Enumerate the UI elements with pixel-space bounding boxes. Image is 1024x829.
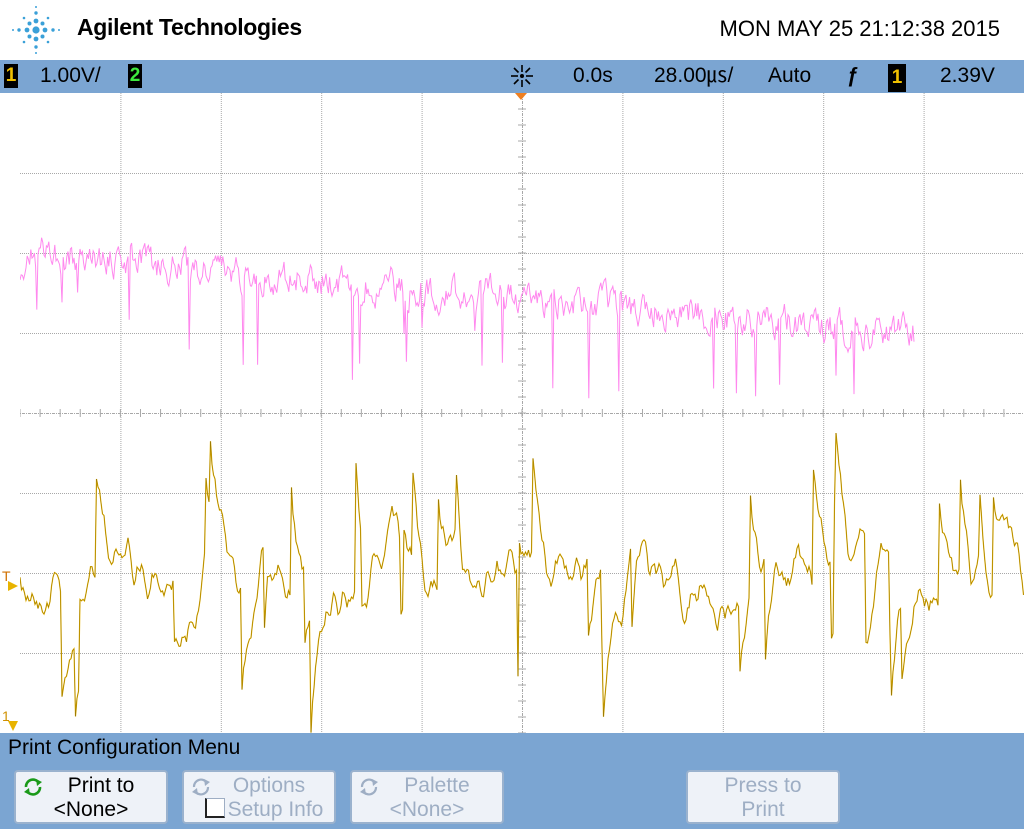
print-to-softkey[interactable]: Print to <None> xyxy=(14,770,168,824)
channel-1-trace-shadow xyxy=(20,432,1024,733)
brand-name: Agilent Technologies xyxy=(77,14,302,40)
print-to-value: <None> xyxy=(53,798,129,821)
channel-2-indicator[interactable]: 2 xyxy=(128,64,142,88)
agilent-spark-icon xyxy=(12,6,60,54)
trigger-source-indicator: 1 xyxy=(888,64,906,92)
menu-title: Print Configuration Menu xyxy=(8,736,241,759)
rising-edge-icon: ƒ xyxy=(847,64,859,87)
timebase-scale: 28.00㎲/ xyxy=(654,64,734,87)
checkbox-icon[interactable] xyxy=(204,798,225,818)
setup-info-label: Setup Info xyxy=(227,798,324,821)
press-to-print-softkey[interactable]: Press to Print xyxy=(686,770,840,824)
palette-softkey[interactable]: Palette <None> xyxy=(350,770,504,824)
channel-markers: T 1 xyxy=(0,93,20,733)
channel-1-scale: 1.00V/ xyxy=(40,64,101,87)
channel-1-indicator[interactable]: 1 xyxy=(4,64,18,88)
press-to-print-label-2: Print xyxy=(741,798,785,821)
press-to-print-label: Press to xyxy=(724,774,802,797)
acquisition-run-icon xyxy=(511,65,533,87)
print-to-label: Print to xyxy=(67,774,135,797)
palette-value: <None> xyxy=(389,798,465,821)
title-bar: Agilent Technologies MON MAY 25 21:12:38… xyxy=(0,0,1024,60)
channel-1-trace xyxy=(20,432,1024,733)
waveform-display[interactable] xyxy=(20,93,1024,733)
trigger-level: 2.39V xyxy=(940,64,995,87)
palette-label: Palette xyxy=(404,774,470,797)
ground-arrow-icon xyxy=(8,721,18,731)
waveform-graticule xyxy=(20,93,1024,733)
cycle-arrows-icon xyxy=(24,778,42,796)
options-label: Options xyxy=(232,774,306,797)
trigger-level-arrow-icon xyxy=(8,581,18,591)
options-softkey[interactable]: Options Setup Info xyxy=(182,770,336,824)
trigger-position-marker xyxy=(515,93,527,100)
trigger-mode: Auto xyxy=(768,64,812,87)
trigger-level-marker[interactable]: T xyxy=(2,568,11,584)
softkey-menu: Print Configuration Menu Print to <None>… xyxy=(0,733,1024,829)
cycle-arrows-icon xyxy=(192,778,210,796)
date-time: MON MAY 25 21:12:38 2015 xyxy=(719,16,1000,41)
status-bar: 1 1.00V/ 2 0.0s 28.00㎲/ Auto ƒ 1 2.39V xyxy=(0,60,1024,93)
cycle-arrows-icon xyxy=(360,778,378,796)
channel-2-trace xyxy=(20,237,915,399)
horizontal-delay: 0.0s xyxy=(573,64,613,87)
channel-1-ground-marker[interactable]: 1 xyxy=(2,708,10,724)
